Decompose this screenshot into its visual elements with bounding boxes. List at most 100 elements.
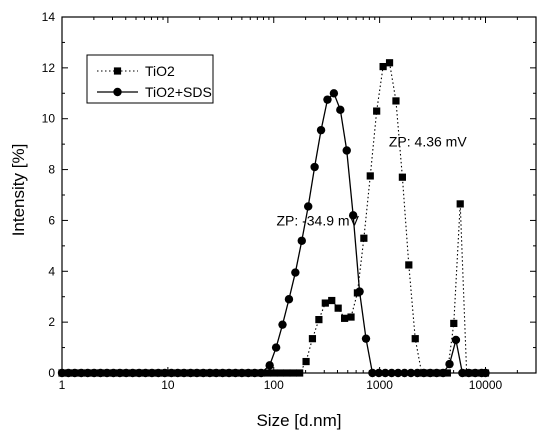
data-point xyxy=(283,369,291,377)
data-point xyxy=(192,368,202,378)
data-point xyxy=(405,261,413,269)
data-point xyxy=(379,62,387,71)
data-point xyxy=(115,368,125,378)
data-point xyxy=(458,368,467,378)
data-point xyxy=(276,369,285,377)
series-layer xyxy=(57,59,490,378)
data-point xyxy=(271,343,281,352)
y-tick-label: 2 xyxy=(48,315,55,329)
x-tick-label: 1000 xyxy=(366,378,393,392)
data-point xyxy=(456,200,464,208)
legend-box xyxy=(86,54,214,104)
series-0 xyxy=(58,59,490,377)
data-point xyxy=(445,359,454,369)
data-point xyxy=(471,368,480,378)
x-tick-label: 1 xyxy=(59,378,66,392)
data-point xyxy=(218,368,227,378)
zeta-potential-annotation: ZP: 4.36 mV xyxy=(389,134,467,150)
data-point xyxy=(128,368,137,378)
data-point xyxy=(426,368,435,378)
data-point xyxy=(348,211,358,220)
data-point xyxy=(270,369,278,377)
data-point xyxy=(329,89,339,98)
data-point xyxy=(160,368,169,378)
data-point xyxy=(373,107,381,115)
data-point xyxy=(438,368,448,378)
data-point xyxy=(387,368,396,378)
data-point xyxy=(154,368,163,378)
data-point xyxy=(89,368,99,378)
data-point xyxy=(278,320,287,329)
data-point xyxy=(432,368,441,378)
legend-label: TiO2+SDS xyxy=(145,84,212,100)
data-point xyxy=(385,59,394,67)
data-point xyxy=(263,369,272,377)
data-point xyxy=(83,368,92,378)
data-point xyxy=(381,368,390,378)
y-tick-label: 6 xyxy=(48,213,55,227)
data-point xyxy=(328,296,336,305)
data-point xyxy=(304,202,313,211)
legend: TiO2 TiO2+SDS xyxy=(86,54,214,104)
data-point xyxy=(141,368,150,378)
data-point xyxy=(121,368,131,378)
data-point xyxy=(398,173,406,181)
data-point xyxy=(265,361,274,370)
y-tick-label: 0 xyxy=(48,366,55,380)
zeta-potential-annotation: ZP: -34.9 mV xyxy=(276,213,359,229)
data-point xyxy=(173,368,182,378)
y-tick-label: 4 xyxy=(48,264,55,278)
data-point xyxy=(284,295,294,304)
data-point xyxy=(315,316,323,324)
data-point xyxy=(321,299,329,307)
data-point xyxy=(64,368,73,378)
data-point xyxy=(134,368,144,378)
data-point xyxy=(244,368,253,378)
y-tick-label: 10 xyxy=(42,112,56,126)
data-point xyxy=(109,368,118,378)
data-point xyxy=(393,368,403,378)
y-tick-label: 8 xyxy=(48,163,55,177)
y-tick-label: 14 xyxy=(42,10,56,24)
data-point xyxy=(167,368,176,378)
data-point xyxy=(368,368,377,378)
data-point xyxy=(205,368,215,378)
data-point xyxy=(342,146,351,155)
data-point xyxy=(361,334,371,343)
data-point xyxy=(400,368,409,378)
x-tick-label: 10000 xyxy=(469,378,503,392)
data-point xyxy=(481,368,490,378)
data-point xyxy=(443,369,451,377)
data-point xyxy=(57,368,67,378)
y-tick-label: 12 xyxy=(42,61,56,75)
legend-marker xyxy=(113,87,122,97)
data-point xyxy=(199,368,208,378)
data-point xyxy=(224,368,234,378)
data-point xyxy=(186,368,195,378)
data-point xyxy=(334,304,342,312)
data-point xyxy=(237,368,247,378)
y-axis-ticks: 0 2 4 6 8 10 12 14 xyxy=(42,10,536,380)
data-point xyxy=(256,368,266,378)
annotation-layer: ZP: 4.36 mV ZP: -34.9 mV xyxy=(276,134,467,229)
data-point xyxy=(310,162,319,172)
data-point xyxy=(316,125,326,135)
data-point xyxy=(308,335,317,343)
data-point xyxy=(374,368,384,378)
x-tick-label: 10 xyxy=(161,378,175,392)
legend-label: TiO2 xyxy=(145,63,175,79)
data-point xyxy=(179,368,189,378)
data-point xyxy=(366,172,374,180)
data-point xyxy=(250,368,259,378)
x-axis-label: Size [d.nm] xyxy=(256,411,341,430)
data-point xyxy=(360,234,368,242)
data-point xyxy=(302,357,310,366)
data-point xyxy=(450,319,458,328)
data-point xyxy=(296,369,304,377)
data-point xyxy=(464,368,473,378)
data-point xyxy=(406,368,416,378)
data-point xyxy=(411,335,419,343)
data-point xyxy=(323,95,332,104)
x-tick-label: 100 xyxy=(264,378,284,392)
